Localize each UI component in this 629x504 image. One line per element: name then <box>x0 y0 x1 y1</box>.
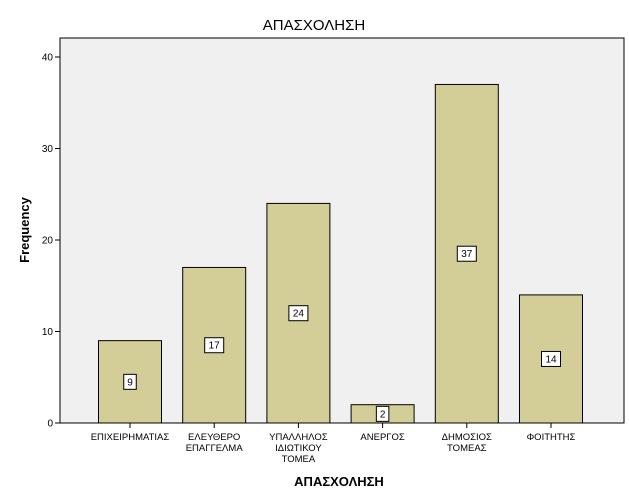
y-tick-label: 30 <box>42 144 54 155</box>
x-tick-label: ΕΛΕΥΘΕΡΟ ΕΠΑΓΓΕΛΜΑ <box>186 432 244 454</box>
chart-title: ΑΠΑΣΧΟΛΗΣΗ <box>263 17 365 34</box>
bars-group: 9 17 24 2 37 14 <box>98 83 583 424</box>
data-label: 2 <box>380 409 386 420</box>
data-label-box <box>123 373 137 390</box>
y-axis: 0 10 20 30 40 <box>42 53 60 430</box>
y-axis-label: Frequency <box>17 196 32 263</box>
data-label-box <box>456 245 477 262</box>
x-axis-label: ΑΠΑΣΧΟΛΗΣΗ <box>294 474 384 489</box>
data-label: 24 <box>293 309 305 320</box>
x-tick-label: ΥΠΑΛΛΗΛΟΣ ΙΔΙΩΤΙΚΟΥ ΤΟΜΕΑ <box>269 432 328 465</box>
y-tick-label: 10 <box>42 327 54 338</box>
x-tick-label: ΔΗΜΟΣΙΟΣ ΤΟΜΕΑΣ <box>442 432 492 454</box>
data-label: 9 <box>127 377 133 388</box>
x-tick-label: ΑΝΕΡΓΟΣ <box>360 432 404 443</box>
y-tick-label: 40 <box>42 53 54 64</box>
data-label-box <box>288 305 309 322</box>
data-label: 37 <box>461 249 473 260</box>
x-axis: ΕΠΙΧΕΙΡΗΜΑΤΙΑΣ ΕΛΕΥΘΕΡΟ ΕΠΑΓΓΕΛΜΑ ΥΠΑΛΛΗΛΟΣ… <box>91 423 576 465</box>
data-label-box <box>204 337 225 354</box>
y-tick-label: 0 <box>47 419 53 430</box>
x-tick-label: ΕΠΙΧΕΙΡΗΜΑΤΙΑΣ <box>91 432 170 443</box>
data-label: 14 <box>545 354 557 365</box>
x-tick-label: ΦΟΙΤΗΤΗΣ <box>527 432 576 443</box>
data-label-box <box>541 350 561 367</box>
data-label-box <box>375 405 390 422</box>
data-label: 17 <box>209 341 221 352</box>
y-tick-label: 20 <box>42 236 54 247</box>
